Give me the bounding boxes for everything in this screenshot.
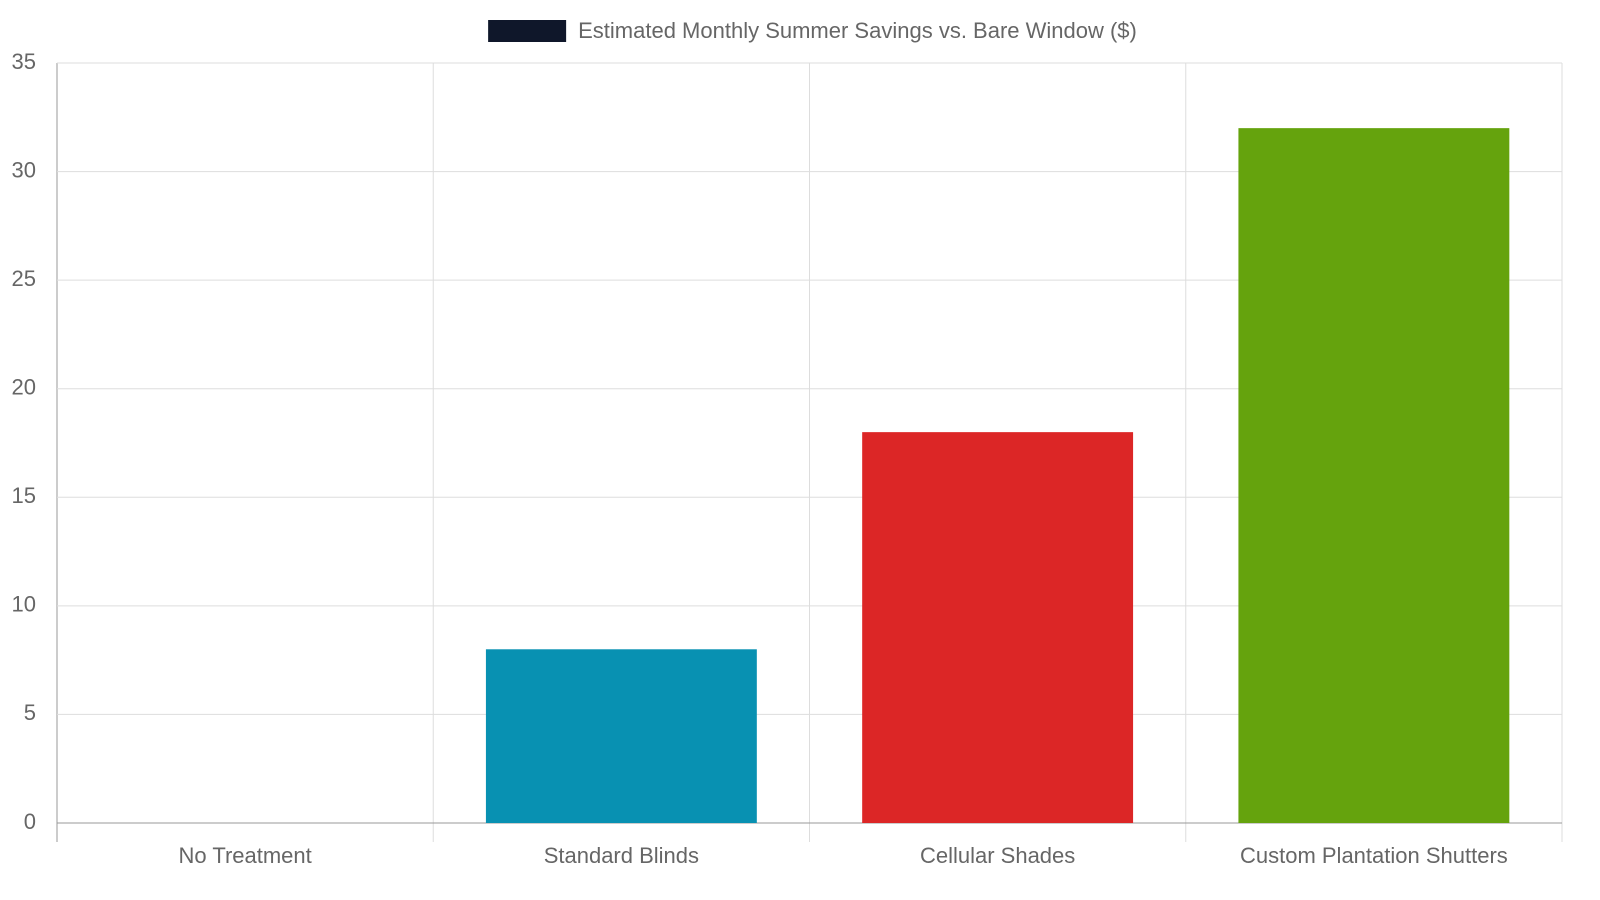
x-tick-label: Standard Blinds [544,843,699,868]
legend-label: Estimated Monthly Summer Savings vs. Bar… [578,18,1137,43]
legend-swatch [488,20,567,42]
x-tick-label: No Treatment [178,843,311,868]
y-tick-label: 15 [12,483,36,508]
x-tick-label: Cellular Shades [920,843,1075,868]
y-tick-label: 10 [12,592,36,617]
bar [485,649,757,823]
x-tick-label: Custom Plantation Shutters [1240,843,1508,868]
y-tick-label: 35 [12,49,36,74]
bar [1238,128,1510,824]
y-tick-label: 5 [24,700,36,725]
y-tick-label: 0 [24,809,36,834]
bar [862,432,1134,823]
y-tick-label: 25 [12,266,36,291]
y-tick-label: 30 [12,157,36,182]
y-tick-label: 20 [12,375,36,400]
